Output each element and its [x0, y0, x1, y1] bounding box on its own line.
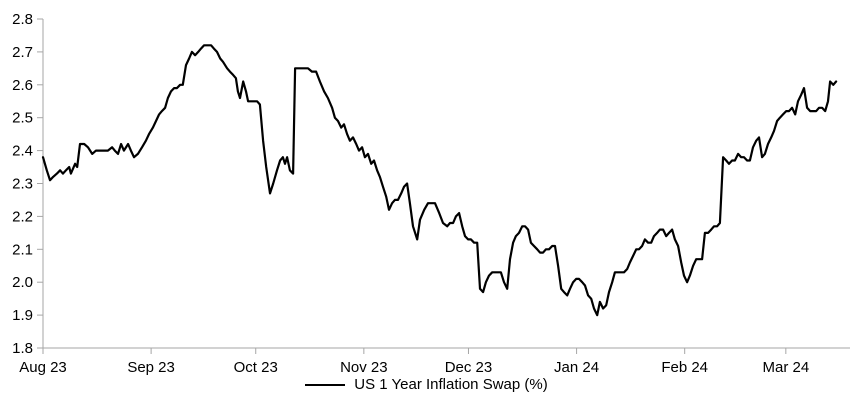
x-tick-label: Nov 23	[340, 359, 388, 376]
legend-line-sample	[305, 384, 346, 386]
x-tick-label: Feb 24	[661, 359, 708, 376]
x-tick-label: Mar 24	[762, 359, 809, 376]
y-tick-label: 2.5	[12, 110, 33, 127]
x-tick-label: Aug 23	[19, 359, 67, 376]
y-tick-label: 1.9	[12, 307, 33, 324]
x-tick-label: Oct 23	[234, 359, 278, 376]
x-tick-label: Jan 24	[554, 359, 599, 376]
y-tick-label: 2.1	[12, 241, 33, 258]
y-tick-label: 2.8	[12, 11, 33, 28]
y-tick-label: 2.6	[12, 77, 33, 94]
x-tick-label: Sep 23	[127, 359, 175, 376]
y-tick-label: 2.7	[12, 44, 33, 61]
y-tick-label: 1.8	[12, 340, 33, 357]
series-line	[41, 44, 838, 317]
y-tick-label: 2.2	[12, 208, 33, 225]
x-tick-label: Dec 23	[445, 359, 493, 376]
chart-legend: US 1 Year Inflation Swap (%)	[0, 377, 853, 393]
y-tick-label: 2.4	[12, 143, 33, 160]
y-tick-label: 2.3	[12, 176, 33, 193]
y-tick-label: 2.0	[12, 274, 33, 291]
legend-label: US 1 Year Inflation Swap (%)	[354, 376, 548, 393]
